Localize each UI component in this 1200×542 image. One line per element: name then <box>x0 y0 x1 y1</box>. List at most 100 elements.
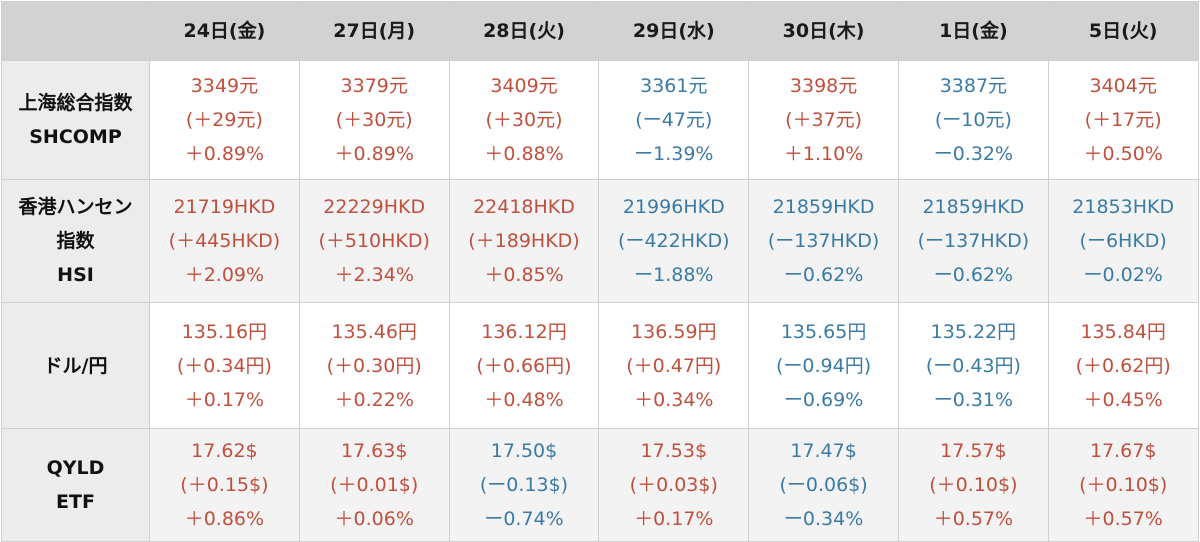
price-change: (＋37元) <box>785 109 863 131</box>
price-change: (ー6HKD) <box>1079 230 1167 252</box>
price-value: 22418HKD <box>473 196 575 218</box>
row-usdjpy: ドル/円 135.16円 (＋0.34円) ＋0.17% 135.46円 (＋0.30円)… <box>1 302 1199 429</box>
price-value: 135.22円 <box>930 320 1017 343</box>
date-header: 5日(火) <box>1047 1 1199 61</box>
percent-change: ー1.39% <box>634 143 714 165</box>
percent-change: ＋0.85% <box>484 264 564 286</box>
percent-change: ー0.02% <box>1083 264 1163 286</box>
percent-change: ＋0.50% <box>1083 143 1163 165</box>
price-change: (ー0.06$) <box>779 474 868 496</box>
percent-change: ＋0.57% <box>933 508 1014 530</box>
percent-change: ＋0.86% <box>184 508 265 530</box>
corner-cell <box>1 1 150 61</box>
price-change: (＋29元) <box>185 109 263 131</box>
price-change: (＋189HKD) <box>468 230 580 252</box>
price-value: 17.53$ <box>640 440 708 462</box>
percent-change: ＋0.06% <box>334 508 414 530</box>
price-value: 17.47$ <box>790 440 857 462</box>
price-change: (＋17元) <box>1084 109 1162 131</box>
price-value: 17.67$ <box>1089 440 1157 462</box>
header-row: 24日(金) 27日(月) 28日(火) 29日(水) 30日(木) 1日(金)… <box>1 1 1199 61</box>
price-value: 17.62$ <box>191 440 258 462</box>
price-change: (＋445HKD) <box>168 230 281 252</box>
percent-change: ＋0.17% <box>184 388 265 411</box>
data-cell: 136.59円 (＋0.47円) ＋0.34% <box>598 302 750 429</box>
data-cell: 17.50$ (ー0.13$) ー0.74% <box>448 428 600 542</box>
price-value: 21719HKD <box>173 196 276 218</box>
data-cell: 22229HKD (＋510HKD) ＋2.34% <box>298 179 450 303</box>
row-label-line: 上海総合指数 <box>18 92 133 114</box>
percent-change: ー0.31% <box>933 388 1014 411</box>
data-cell: 17.53$ (＋0.03$) ＋0.17% <box>598 428 750 542</box>
price-value: 136.59円 <box>631 320 717 343</box>
data-cell: 17.47$ (ー0.06$) ー0.34% <box>748 428 899 542</box>
data-cell: 21859HKD (ー137HKD) ー0.62% <box>748 179 899 303</box>
data-cell: 3409元 (＋30元) ＋0.88% <box>448 60 600 180</box>
date-header: 30日(木) <box>748 1 899 61</box>
date-header: 29日(水) <box>598 1 750 61</box>
price-value: 3349元 <box>190 75 259 97</box>
percent-change: ＋0.17% <box>634 508 714 530</box>
price-value: 17.50$ <box>490 440 558 462</box>
percent-change: ＋0.48% <box>484 388 564 411</box>
row-label: ドル/円 <box>1 302 150 429</box>
price-change: (＋0.47円) <box>626 354 722 377</box>
price-value: 21996HKD <box>622 196 725 218</box>
data-cell: 3379元 (＋30元) ＋0.89% <box>298 60 450 180</box>
row-shcomp: 上海総合指数 SHCOMP 3349元 (＋29元) ＋0.89% 3379元 (＋30元)… <box>1 60 1199 180</box>
data-cell: 136.12円 (＋0.66円) ＋0.48% <box>448 302 600 429</box>
percent-change: ＋0.89% <box>184 143 265 165</box>
date-header: 27日(月) <box>298 1 450 61</box>
data-cell: 135.84円 (＋0.62円) ＋0.45% <box>1047 302 1199 429</box>
data-cell: 135.22円 (ー0.43円) ー0.31% <box>897 302 1049 429</box>
price-value: 3409元 <box>490 75 558 97</box>
row-label-line: 香港ハンセン <box>18 196 133 218</box>
data-cell: 3387元 (ー10元) ー0.32% <box>897 60 1049 180</box>
data-cell: 3404元 (＋17元) ＋0.50% <box>1047 60 1199 180</box>
price-change: (＋0.10$) <box>1079 474 1168 496</box>
price-value: 136.12円 <box>481 320 567 343</box>
data-cell: 22418HKD (＋189HKD) ＋0.85% <box>448 179 600 303</box>
price-change: (ー0.43円) <box>925 354 1021 377</box>
percent-change: ー0.32% <box>933 143 1014 165</box>
percent-change: ー0.69% <box>783 388 864 411</box>
percent-change: ー0.62% <box>783 264 864 286</box>
row-label-line: QYLD <box>46 457 105 479</box>
row-label: QYLD ETF <box>1 428 150 542</box>
price-change: (＋510HKD) <box>318 230 430 252</box>
percent-change: ー0.34% <box>783 508 864 530</box>
price-change: (＋30元) <box>335 109 413 131</box>
data-cell: 3361元 (ー47元) ー1.39% <box>598 60 750 180</box>
percent-change: ー0.62% <box>933 264 1014 286</box>
price-change: (ー0.94円) <box>776 354 872 377</box>
row-label: 上海総合指数 SHCOMP <box>1 60 150 180</box>
price-value: 135.46円 <box>331 320 417 343</box>
row-label-line: ETF <box>56 491 95 513</box>
percent-change: ＋0.22% <box>334 388 414 411</box>
data-cell: 21719HKD (＋445HKD) ＋2.09% <box>149 179 300 303</box>
price-change: (＋30元) <box>485 109 563 131</box>
price-change: (ー137HKD) <box>917 230 1030 252</box>
row-hsi: 香港ハンセン 指数 HSI 21719HKD (＋445HKD) ＋2.09% 22229H… <box>1 179 1199 303</box>
percent-change: ＋1.10% <box>783 143 864 165</box>
price-value: 21859HKD <box>772 196 875 218</box>
date-header: 1日(金) <box>897 1 1049 61</box>
price-value: 3387元 <box>939 75 1008 97</box>
price-change: (＋0.03$) <box>629 474 718 496</box>
row-label-line: HSI <box>57 264 94 286</box>
percent-change: ＋0.88% <box>484 143 564 165</box>
data-cell: 135.46円 (＋0.30円) ＋0.22% <box>298 302 450 429</box>
date-header: 28日(火) <box>448 1 600 61</box>
price-value: 3404元 <box>1089 75 1157 97</box>
data-cell: 3349元 (＋29元) ＋0.89% <box>149 60 300 180</box>
data-cell: 21859HKD (ー137HKD) ー0.62% <box>897 179 1049 303</box>
row-qyld: QYLD ETF 17.62$ (＋0.15$) ＋0.86% 17.63$ (＋0.01$… <box>1 428 1199 542</box>
data-cell: 17.62$ (＋0.15$) ＋0.86% <box>149 428 300 542</box>
percent-change: ＋0.45% <box>1083 388 1163 411</box>
price-value: 17.63$ <box>340 440 408 462</box>
percent-change: ＋2.34% <box>334 264 414 286</box>
row-label-line: ドル/円 <box>43 354 108 377</box>
price-change: (ー47元) <box>635 109 713 131</box>
data-cell: 135.16円 (＋0.34円) ＋0.17% <box>149 302 300 429</box>
price-change: (＋0.10$) <box>929 474 1018 496</box>
